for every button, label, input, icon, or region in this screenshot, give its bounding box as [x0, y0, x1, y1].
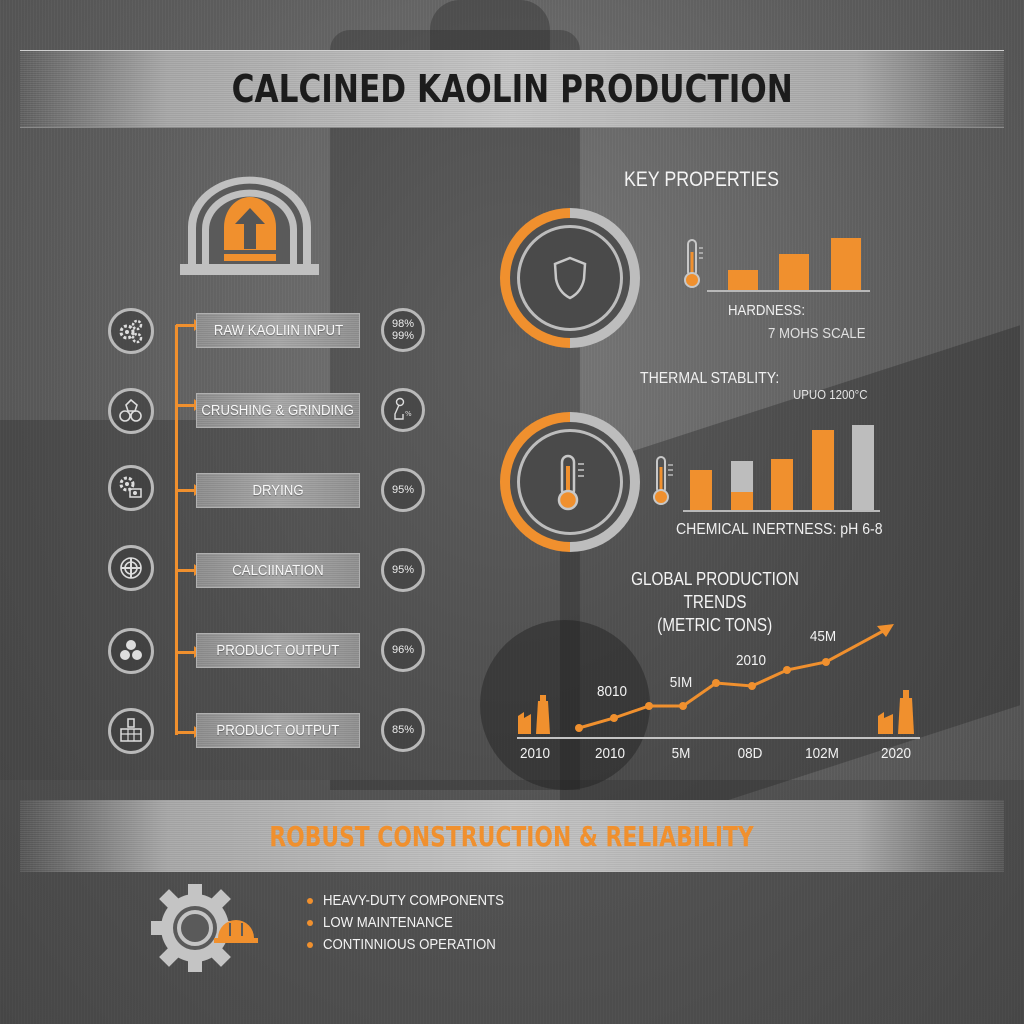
process-step-box: RAW KAOLIIN INPUT [196, 313, 360, 348]
x-tick-label: 102M [805, 745, 839, 762]
packaging-plant-icon [108, 708, 154, 754]
shield-icon [517, 225, 623, 331]
percent-value: 96% [391, 644, 415, 656]
percent-badge: 85% [381, 708, 425, 752]
x-tick-label: 08D [737, 745, 763, 762]
trend-chart-title: GLOBAL PRODUCTION TRENDS (METRIC TONS) [631, 569, 799, 635]
percent-value: 99% [391, 330, 415, 342]
feature-item: LOW MAINTENANCE [307, 912, 529, 934]
x-tick-label: 2010 [519, 745, 551, 762]
bar [771, 459, 793, 510]
percent-badge: 98% 99% [381, 308, 425, 352]
process-step-label: PRODUCT OUTPUT [216, 722, 340, 739]
rotary-valve-icon [108, 545, 154, 591]
data-label: 5IM [669, 674, 693, 691]
x-tick-label: 5M [671, 745, 691, 762]
process-step-label: CRUSHING & GRINDING [201, 402, 355, 419]
key-properties-heading: KEY PROPERTIES [624, 168, 780, 191]
reliability-feature-list: HEAVY-DUTY COMPONENTS LOW MAINTENANCE CO… [307, 890, 529, 956]
thermometer-icon [652, 455, 676, 512]
percent-value: 95% [391, 484, 415, 496]
thermometer-icon [683, 238, 705, 295]
reliability-banner: ROBUST CONSTRUCTION & RELIABILITY [20, 800, 1004, 872]
process-step-label: PRODUCT OUTPUT [216, 642, 340, 659]
gears-icon [108, 308, 154, 354]
reliability-title: ROBUST CONSTRUCTION & RELIABILITY [269, 819, 755, 853]
percent-badge: 95% [381, 468, 425, 512]
process-step-drying: DRYING 95% [0, 465, 440, 525]
rocks-icon [108, 388, 154, 434]
hardness-label: HARDNESS: [728, 302, 806, 319]
crusher-lever-icon: % [394, 397, 412, 420]
bar [779, 254, 809, 290]
chart-axis [707, 290, 870, 292]
process-flow-connector [175, 325, 178, 735]
data-label: 2010 [735, 652, 767, 669]
percent-badge: 96% [381, 628, 425, 672]
gear-hardhat-icon [150, 878, 260, 983]
process-step-box: CALCIINATION [196, 553, 360, 588]
title-banner: CALCINED KAOLIN PRODUCTION [20, 50, 1004, 128]
process-step-label: DRYING [252, 482, 304, 499]
percent-badge: 95% [381, 548, 425, 592]
feature-item: HEAVY-DUTY COMPONENTS [307, 890, 529, 912]
process-step-label: RAW KAOLIIN INPUT [213, 322, 343, 339]
bar [690, 470, 712, 510]
thermal-stability-label: THERMAL STABLITY: [640, 370, 780, 387]
background-silo [330, 30, 580, 790]
percent-value: 95% [391, 564, 415, 576]
bar [812, 430, 834, 510]
granules-icon [108, 628, 154, 674]
process-step-raw-input: RAW KAOLIIN INPUT 98% 99% [0, 305, 440, 365]
percent-badge: % [381, 388, 425, 432]
bar [831, 238, 861, 290]
process-step-calcination: CALCIINATION 95% [0, 545, 440, 605]
kiln-arch-upload-icon [172, 172, 327, 282]
bullet-icon [307, 942, 313, 948]
bar [728, 270, 758, 290]
process-step-label: CALCIINATION [232, 562, 324, 579]
background-gear-wheel [480, 620, 650, 790]
process-step-product-output: PRODUCT OUTPUT 96% [0, 625, 440, 685]
chart-axis [683, 510, 880, 512]
thermal-stability-value: UPUO 1200°C [793, 387, 868, 402]
chemical-bar-chart [683, 420, 880, 512]
factory-icon [878, 690, 914, 734]
page-title: CALCINED KAOLIN PRODUCTION [231, 67, 793, 111]
percent-value: 98% [391, 318, 415, 330]
x-tick-label: 2010 [594, 745, 626, 762]
hardness-bar-chart [707, 232, 870, 292]
process-step-packaging: PRODUCT OUTPUT 85% [0, 705, 440, 765]
x-tick-label: 2020 [880, 745, 912, 762]
percent-value: 85% [391, 724, 415, 736]
process-step-box: CRUSHING & GRINDING [196, 393, 360, 428]
data-label: 8010 [596, 683, 628, 700]
process-step-box: DRYING [196, 473, 360, 508]
feature-item: CONTINNIOUS OPERATION [307, 934, 529, 956]
process-step-box: PRODUCT OUTPUT [196, 713, 360, 748]
bullet-icon [307, 898, 313, 904]
factory-icon [518, 695, 550, 734]
thermal-ring [500, 412, 640, 552]
gear-machine-icon [108, 465, 154, 511]
data-label: 45M [809, 628, 837, 645]
bar [731, 492, 753, 510]
bullet-icon [307, 920, 313, 926]
chemical-inertness-label: CHEMICAL INERTNESS: pH 6-8 [676, 521, 883, 538]
bar [852, 425, 874, 510]
svg-text:%: % [405, 410, 412, 418]
hardness-ring [500, 208, 640, 348]
hardness-value: 7 MOHS SCALE [768, 325, 866, 342]
thermometer-icon [517, 429, 623, 535]
process-step-crushing: CRUSHING & GRINDING % [0, 385, 440, 445]
process-step-box: PRODUCT OUTPUT [196, 633, 360, 668]
